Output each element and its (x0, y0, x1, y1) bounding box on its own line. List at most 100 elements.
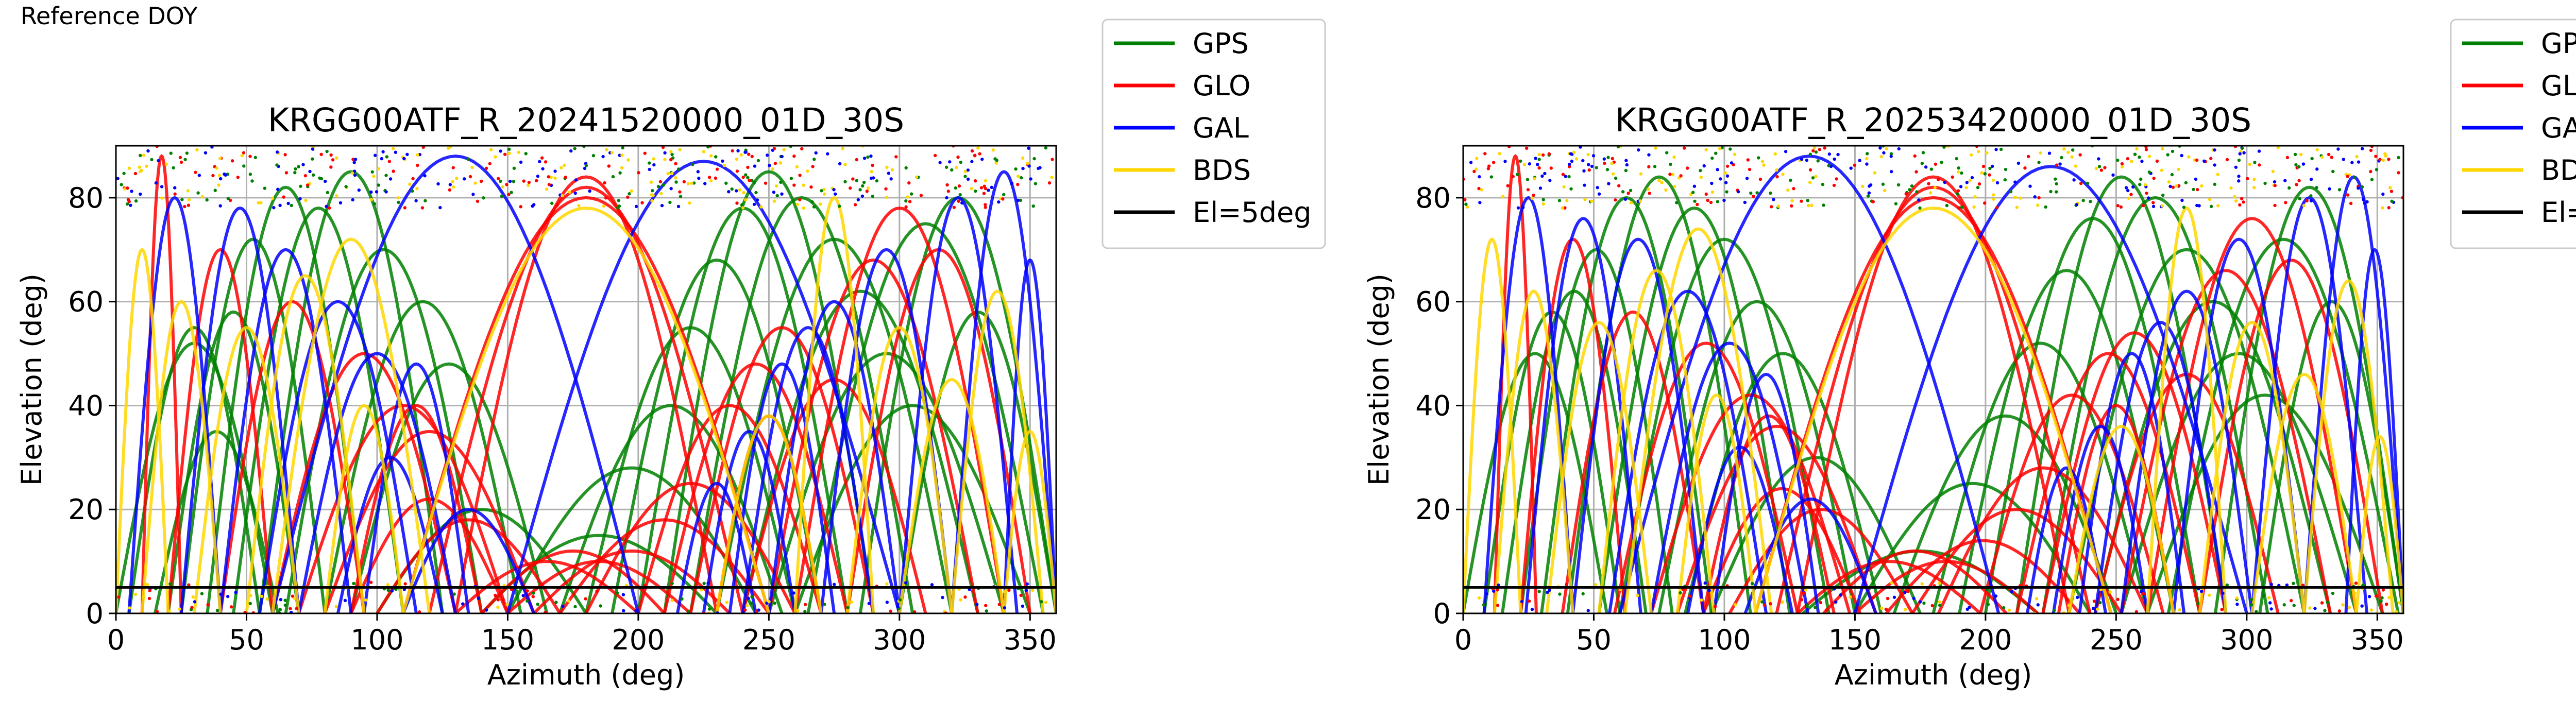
track-dot (957, 184, 961, 188)
track-dot (197, 174, 201, 177)
track-dot (1920, 161, 1924, 165)
track-dot (145, 164, 148, 168)
track-dot (183, 204, 187, 209)
track-dot (855, 158, 859, 162)
track-dot (1530, 608, 1534, 611)
track-dot (505, 183, 509, 186)
satellite-track (258, 170, 444, 613)
track-dot (1956, 170, 1960, 174)
track-dot (1806, 203, 1810, 208)
track-dot (648, 161, 651, 165)
track-dot (2111, 173, 2115, 177)
track-dot (2187, 155, 2191, 159)
track-dot (2347, 606, 2351, 609)
track-dot (950, 168, 954, 172)
plot-area (1463, 146, 2403, 613)
track-dot (696, 170, 700, 174)
track-dot (2175, 184, 2178, 188)
track-dot (2299, 152, 2303, 157)
track-dot (2326, 601, 2330, 604)
track-dot (2196, 602, 2200, 606)
track-dot (577, 204, 581, 208)
track-dot (958, 193, 962, 197)
track-dot (265, 597, 269, 601)
track-dot (2292, 581, 2295, 586)
track-dot (2180, 153, 2183, 158)
track-dot (1784, 150, 1788, 153)
track-dot (250, 179, 254, 183)
track-dot (759, 205, 763, 209)
track-dot (2208, 593, 2211, 597)
track-dot (1800, 598, 1804, 602)
track-dot (2036, 203, 2040, 207)
track-dot (1983, 172, 1987, 176)
track-dot (853, 203, 857, 207)
satellite-track (271, 237, 431, 613)
track-dot (866, 155, 870, 159)
track-dot (234, 591, 238, 594)
track-dot (1565, 582, 1568, 587)
track-dot (2213, 182, 2217, 186)
track-dot (1980, 171, 1984, 175)
satellite-track (1613, 341, 1799, 613)
track-dot (2065, 598, 2069, 602)
track-dot (2257, 149, 2261, 153)
track-dot (742, 191, 745, 195)
x-tick-label: 300 (2220, 624, 2273, 656)
track-dot (731, 149, 734, 153)
track-dot (421, 146, 425, 149)
track-dot (630, 189, 633, 193)
track-dot (2337, 609, 2342, 613)
track-dot (974, 189, 977, 193)
track-dot (167, 609, 171, 613)
track-dot (2330, 156, 2333, 159)
track-dot (1808, 180, 1812, 184)
track-dot (2238, 203, 2242, 207)
track-dot (1014, 167, 1018, 171)
track-dot (822, 187, 826, 192)
track-dot (392, 169, 395, 173)
track-dot (499, 149, 502, 153)
track-dot (2028, 184, 2032, 188)
track-dot (1894, 202, 1898, 205)
track-dot (1757, 156, 1760, 160)
track-dot (1665, 151, 1669, 155)
track-dot (2297, 179, 2301, 183)
track-dot (275, 150, 279, 154)
track-dot (674, 180, 678, 184)
track-dot (218, 177, 223, 181)
track-dot (2238, 152, 2242, 156)
track-dot (293, 596, 297, 600)
track-dot (651, 188, 654, 193)
satellite-track (1524, 217, 1642, 613)
track-dot (650, 199, 654, 203)
track-dot (381, 150, 385, 153)
track-dot (2370, 178, 2374, 181)
track-dot (744, 173, 748, 177)
track-dot (2221, 591, 2225, 595)
track-dot (1945, 203, 1949, 208)
track-dot (2039, 151, 2042, 155)
satellite-track (741, 326, 875, 613)
track-dot (2092, 599, 2096, 603)
track-dot (890, 168, 894, 172)
track-dot (2255, 610, 2258, 613)
track-dot (301, 163, 305, 166)
track-dot (1871, 596, 1875, 599)
track-dot (213, 188, 217, 192)
track-dot (2209, 204, 2213, 209)
satellite-track (271, 155, 640, 613)
track-dot (709, 154, 713, 158)
track-dot (173, 192, 177, 196)
track-dot (2054, 177, 2057, 181)
track-dot (702, 150, 706, 153)
satellite-track (323, 404, 405, 613)
track-dot (215, 166, 218, 170)
track-dot (2323, 609, 2327, 612)
track-dot (1904, 192, 1908, 196)
track-dot (2026, 155, 2030, 159)
track-dot (1733, 603, 1737, 607)
track-dot (648, 167, 651, 172)
track-dot (1955, 157, 1958, 161)
track-dot (1772, 198, 1775, 201)
